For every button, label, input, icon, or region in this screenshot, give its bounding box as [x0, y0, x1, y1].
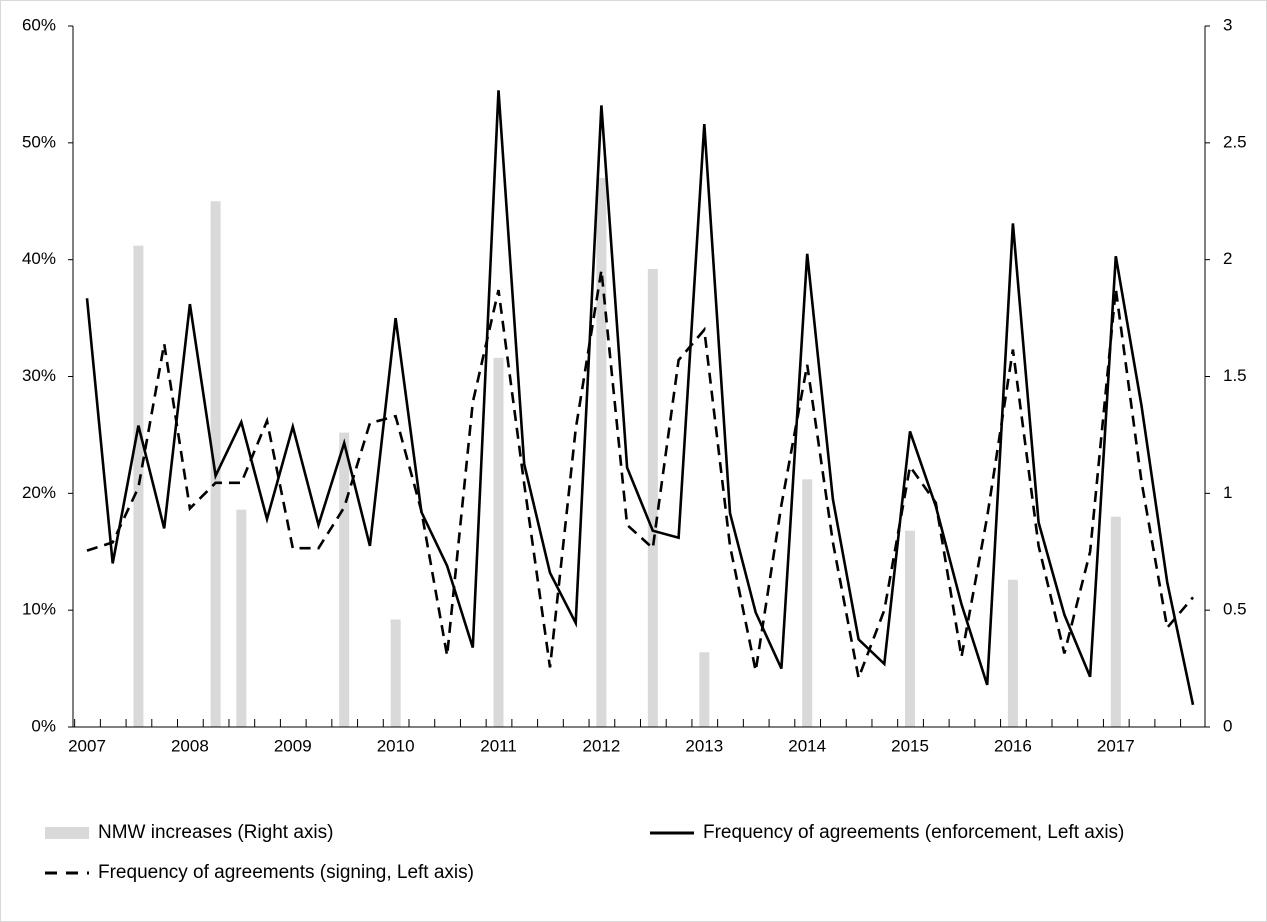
y2-tick-label: 1.5: [1223, 366, 1247, 385]
legend-label: NMW increases (Right axis): [98, 822, 333, 843]
y-tick-label: 0%: [31, 716, 56, 735]
bar: [210, 201, 221, 727]
bar: [390, 619, 401, 727]
bar: [699, 652, 710, 727]
x-tick-label: 2009: [274, 736, 312, 755]
y-tick-label: 40%: [22, 249, 56, 268]
x-tick-label: 2008: [171, 736, 209, 755]
legend-label: Frequency of agreements (enforcement, Le…: [703, 822, 1124, 843]
bar: [133, 245, 144, 727]
x-tick-label: 2010: [377, 736, 415, 755]
bar: [802, 479, 813, 727]
bar: [596, 177, 607, 728]
x-tick-label: 2007: [68, 736, 106, 755]
bar: [1110, 516, 1121, 727]
y-tick-label: 60%: [22, 15, 56, 34]
series-line: [85, 90, 1195, 706]
y2-tick-label: 2: [1223, 249, 1232, 268]
x-tick-label: 2012: [582, 736, 620, 755]
bar: [1007, 579, 1018, 727]
y2-tick-label: 1: [1223, 483, 1232, 502]
y-tick-label: 20%: [22, 483, 56, 502]
bar: [905, 530, 916, 727]
bar: [339, 432, 350, 727]
legend-swatch: [45, 827, 89, 839]
bar: [647, 269, 658, 727]
legend-label: Frequency of agreements (signing, Left a…: [98, 862, 474, 883]
y2-tick-label: 2.5: [1223, 132, 1247, 151]
y2-tick-label: 0: [1223, 716, 1232, 735]
x-tick-label: 2014: [788, 736, 826, 755]
bar: [493, 357, 504, 727]
y2-tick-label: 3: [1223, 15, 1232, 34]
x-tick-label: 2015: [891, 736, 929, 755]
y-tick-label: 30%: [22, 366, 56, 385]
x-tick-label: 2017: [1097, 736, 1135, 755]
x-tick-label: 2013: [685, 736, 723, 755]
y-tick-label: 50%: [22, 132, 56, 151]
y2-tick-label: 0.5: [1223, 600, 1247, 619]
x-tick-label: 2011: [480, 736, 517, 755]
y-tick-label: 10%: [22, 600, 56, 619]
x-tick-label: 2016: [994, 736, 1032, 755]
bar: [236, 509, 247, 727]
